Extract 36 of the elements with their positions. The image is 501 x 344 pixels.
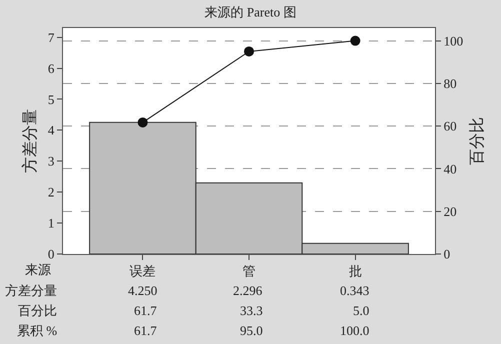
y-tick-label: 7 bbox=[48, 30, 55, 45]
data-label: 4.250 bbox=[128, 283, 158, 298]
y2-axis-title: 百分比 bbox=[468, 117, 486, 165]
text: 方差分量 bbox=[5, 283, 57, 298]
y-tick-label: 2 bbox=[48, 184, 54, 200]
y2-tick-label: 40 bbox=[444, 161, 457, 176]
text: 33.3 bbox=[240, 303, 263, 318]
x-tick-label: 误差 bbox=[130, 264, 156, 279]
text: 5.0 bbox=[353, 303, 370, 318]
x-tick-label: 批 bbox=[348, 264, 362, 279]
point bbox=[350, 36, 360, 46]
y-tick-label: 5 bbox=[48, 92, 54, 107]
text: 61.7 bbox=[134, 303, 158, 318]
y2-tick-label: 80 bbox=[444, 76, 457, 91]
y-tick-label: 1 bbox=[48, 216, 54, 231]
data-label: 2.296 bbox=[233, 283, 263, 298]
y2-tick-label: 20 bbox=[444, 204, 457, 219]
y2-tick-label: 60 bbox=[444, 118, 457, 134]
y-axis-title: 方差分量 bbox=[20, 109, 39, 173]
y2-tick-label: 100 bbox=[444, 33, 464, 48]
x-axis-title: 来源 bbox=[25, 262, 51, 277]
data-label: 61.7 bbox=[134, 323, 158, 338]
data-label: 95.0 bbox=[240, 323, 263, 338]
text: 百分比 bbox=[18, 303, 57, 318]
y2-tick-label: 0 bbox=[444, 246, 450, 262]
x-tick-label: 管 bbox=[242, 264, 256, 279]
y-tick-label: 3 bbox=[48, 154, 54, 169]
y-tick-label: 4 bbox=[48, 122, 55, 138]
data-label: 0.343 bbox=[340, 283, 370, 298]
y-tick-label: 6 bbox=[48, 60, 55, 76]
chart-title: 来源的 Pareto 图 bbox=[204, 4, 296, 20]
point bbox=[244, 46, 254, 56]
y-tick-label: 0 bbox=[48, 246, 54, 262]
text: 累积 % bbox=[17, 323, 58, 338]
data-label: 100.0 bbox=[340, 323, 370, 338]
point bbox=[138, 117, 148, 128]
